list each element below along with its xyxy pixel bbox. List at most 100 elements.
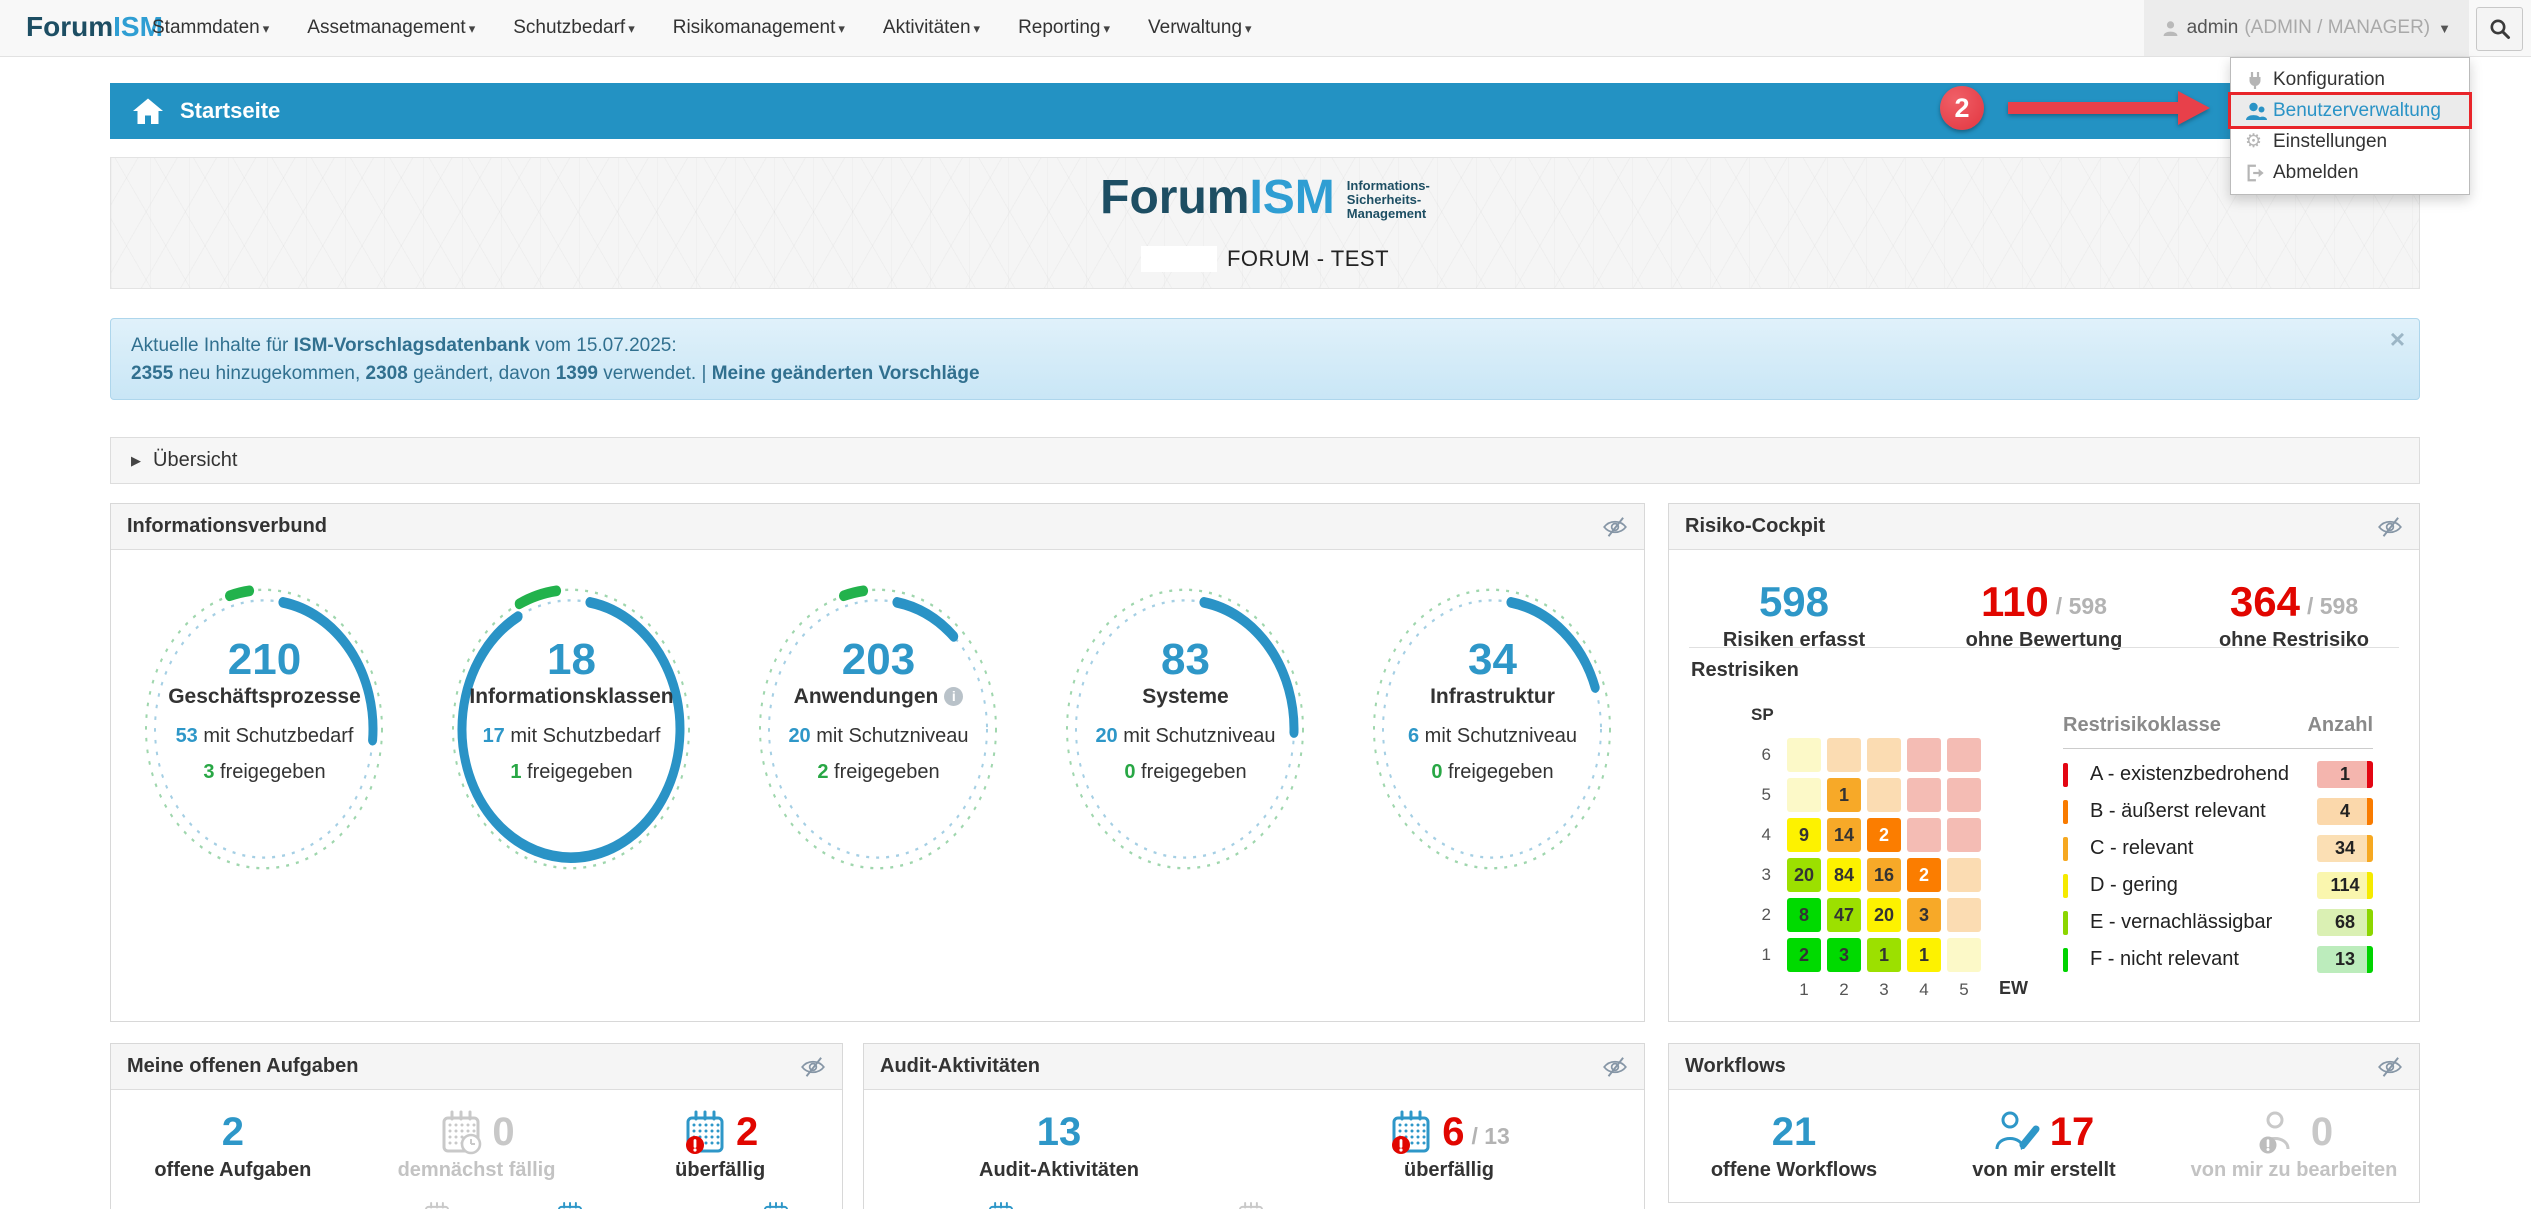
matrix-cell-sp3-ew1[interactable]: 20	[1787, 858, 1821, 892]
matrix-cell-sp2-ew1[interactable]: 8	[1787, 898, 1821, 932]
stat-value: 364	[2229, 578, 2300, 625]
menu-item-benutzerverwaltung[interactable]: Benutzerverwaltung	[2228, 92, 2472, 129]
matrix-cell-sp4-ew2[interactable]: 14	[1827, 818, 1861, 852]
menu-aktivitaeten[interactable]: Aktivitäten ▾	[882, 17, 981, 38]
risk-class-row[interactable]: C - relevant 34	[2063, 830, 2373, 867]
gauge-sub2: 2 freigegeben	[817, 761, 940, 783]
matrix-cell-sp1-ew2[interactable]: 3	[1827, 938, 1861, 972]
matrix-cell-sp2-ew5	[1947, 898, 1981, 932]
eye-slash-icon[interactable]	[1602, 516, 1628, 538]
menu-assetmanagement[interactable]: Assetmanagement ▾	[307, 17, 476, 38]
risk-class-row[interactable]: E - vernachlässigbar 68	[2063, 904, 2373, 941]
panel-workflows: Workflows 21 offene Workflows 17 von mir er…	[1668, 1043, 2420, 1203]
gauge-label: Systeme	[1142, 685, 1229, 708]
stat-demnächst-fällig[interactable]: 0 demnächst fällig	[355, 1109, 599, 1182]
risk-class-row[interactable]: D - gering 114	[2063, 867, 2373, 904]
matrix-cell-sp6-ew2	[1827, 738, 1861, 772]
matrix-cell-sp6-ew5	[1947, 738, 1981, 772]
class-color-bar	[2063, 836, 2068, 861]
banner-text: verwendet. |	[597, 363, 712, 384]
app-logo[interactable]: ForumISM	[26, 11, 163, 43]
matrix-cell-sp3-ew2[interactable]: 84	[1827, 858, 1861, 892]
user-dropdown-menu: Konfiguration Benutzerverwaltung ⚙ Einstell…	[2228, 57, 2472, 195]
risk-class-row[interactable]: F - nicht relevant 13	[2063, 941, 2373, 978]
matrix-cell-sp1-ew3[interactable]: 1	[1867, 938, 1901, 972]
annotation-arrow	[2008, 91, 2212, 125]
matrix-cell-sp5-ew2[interactable]: 1	[1827, 778, 1861, 812]
menu-risikomanagement[interactable]: Risikomanagement ▾	[672, 17, 845, 38]
matrix-cell-sp2-ew2[interactable]: 47	[1827, 898, 1861, 932]
menu-item-einstellungen[interactable]: ⚙ Einstellungen	[2231, 126, 2469, 157]
class-color-bar	[2063, 799, 2068, 824]
calendar-icon-partial	[422, 1196, 452, 1209]
menu-reporting[interactable]: Reporting ▾	[1018, 17, 1110, 38]
matrix-row-label: 5	[1761, 785, 1771, 804]
gauge-informationsklassen[interactable]: 18 Informationsklassen 17 mit Schutzbedarf…	[418, 561, 725, 961]
chevron-down-icon: ▾	[468, 21, 476, 36]
chevron-down-icon: ▾	[973, 21, 981, 36]
matrix-cell-sp2-ew3[interactable]: 20	[1867, 898, 1901, 932]
matrix-cell-sp4-ew3[interactable]: 2	[1867, 818, 1901, 852]
info-icon[interactable]: i	[944, 687, 964, 706]
menu-stammdaten[interactable]: Stammdaten ▾	[152, 17, 270, 38]
hero-logo-part2: ISM	[1249, 171, 1335, 224]
gauge-systeme[interactable]: 83 Systeme 20 mit Schutzniveau 0 freigegebe…	[1032, 561, 1339, 961]
risk-class-row[interactable]: A - existenzbedrohend 1	[2063, 756, 2373, 793]
stat-value: 6	[1442, 1110, 1465, 1154]
menu-verwaltung[interactable]: Verwaltung ▾	[1148, 17, 1252, 38]
eye-slash-icon[interactable]	[800, 1056, 826, 1078]
stat-audit-aktivitäten[interactable]: 13 Audit-Aktivitäten	[864, 1109, 1254, 1182]
gauge-geschäftsprozesse[interactable]: 210 Geschäftsprozesse 53 mit Schutzbedarf 3…	[111, 561, 418, 961]
calendar-alert-icon	[682, 1109, 728, 1155]
matrix-cell-sp2-ew4[interactable]: 3	[1907, 898, 1941, 932]
menu-schutzbedarf[interactable]: Schutzbedarf ▾	[513, 17, 635, 38]
stat-von-mir-erstellt[interactable]: 17 von mir erstellt	[1919, 1109, 2169, 1182]
close-icon[interactable]: ×	[2389, 324, 2405, 354]
risk-matrix: 1 9 14 2 20 84 16 2 8 47 20 3 2 3 1 1	[1787, 738, 1987, 972]
calendar-clock-icon	[438, 1109, 484, 1155]
banner-text: Aktuelle Inhalte für	[131, 335, 294, 356]
menu-item-abmelden[interactable]: Abmelden	[2231, 157, 2469, 188]
banner-link[interactable]: Meine geänderten Vorschläge	[711, 363, 980, 384]
eye-slash-icon[interactable]	[2377, 516, 2403, 538]
matrix-cell-sp1-ew1[interactable]: 2	[1787, 938, 1821, 972]
matrix-cell-sp1-ew4[interactable]: 1	[1907, 938, 1941, 972]
overview-toggle[interactable]: ▶ Übersicht	[110, 437, 2420, 484]
risk-class-row[interactable]: B - äußerst relevant 4	[2063, 793, 2373, 830]
user-roles: (ADMIN / MANAGER)	[2244, 17, 2431, 38]
panel-informationsverbund: Informationsverbund 210 Geschäftsprozesse…	[110, 503, 1645, 1022]
stat-label: demnächst fällig	[397, 1159, 556, 1181]
stat-risiken-erfasst[interactable]: 598 Risiken erfasst	[1669, 579, 1919, 652]
banner-text: geändert, davon	[407, 363, 556, 384]
stat-offene-aufgaben[interactable]: 2 offene Aufgaben	[111, 1109, 355, 1182]
stat-ohne-restrisiko[interactable]: 364/ 598 ohne Restrisiko	[2169, 579, 2419, 652]
stat-offene-workflows[interactable]: 21 offene Workflows	[1669, 1109, 1919, 1182]
matrix-cell-sp3-ew3[interactable]: 16	[1867, 858, 1901, 892]
gauge-infrastruktur[interactable]: 34 Infrastruktur 6 mit Schutzniveau 0 freig…	[1339, 561, 1644, 961]
gauge-sub2: 1 freigegeben	[510, 761, 633, 783]
gauge-anwendungen[interactable]: 203 Anwendungen i 20 mit Schutzniveau 2 frei…	[725, 561, 1032, 961]
matrix-cell-sp4-ew4	[1907, 818, 1941, 852]
chevron-down-icon: ▾	[1103, 21, 1110, 36]
stat-überfällig[interactable]: 2 überfällig	[598, 1109, 842, 1182]
menu-item-label: Einstellungen	[2273, 130, 2388, 152]
eye-slash-icon[interactable]	[1602, 1056, 1628, 1078]
menu-item-konfiguration[interactable]: Konfiguration	[2231, 64, 2469, 95]
user-menu-trigger[interactable]: admin (ADMIN / MANAGER) ▼	[2143, 0, 2469, 56]
matrix-x-axis-label: EW	[1999, 978, 2028, 998]
matrix-cell-sp4-ew5	[1947, 818, 1981, 852]
matrix-col-labels: 1 2 3 4 5	[1787, 980, 1987, 1000]
stat-label: offene Aufgaben	[154, 1159, 312, 1181]
matrix-row-labels: 6 5 4 3 2 1	[1747, 738, 1771, 978]
calendar-icon-partial	[555, 1196, 585, 1209]
class-color-bar	[2063, 762, 2068, 787]
gauge-label: Informationsklassen	[469, 685, 674, 708]
stat-ohne-bewertung[interactable]: 110/ 598 ohne Bewertung	[1919, 579, 2169, 652]
search-button[interactable]	[2476, 7, 2523, 51]
class-count-badge: 4	[2317, 798, 2373, 825]
stat-von-mir-zu-bearbeiten[interactable]: 0 von mir zu bearbeiten	[2169, 1109, 2419, 1182]
matrix-cell-sp3-ew4[interactable]: 2	[1907, 858, 1941, 892]
matrix-cell-sp4-ew1[interactable]: 9	[1787, 818, 1821, 852]
eye-slash-icon[interactable]	[2377, 1056, 2403, 1078]
stat-überfällig[interactable]: 6/ 13 überfällig	[1254, 1109, 1644, 1182]
